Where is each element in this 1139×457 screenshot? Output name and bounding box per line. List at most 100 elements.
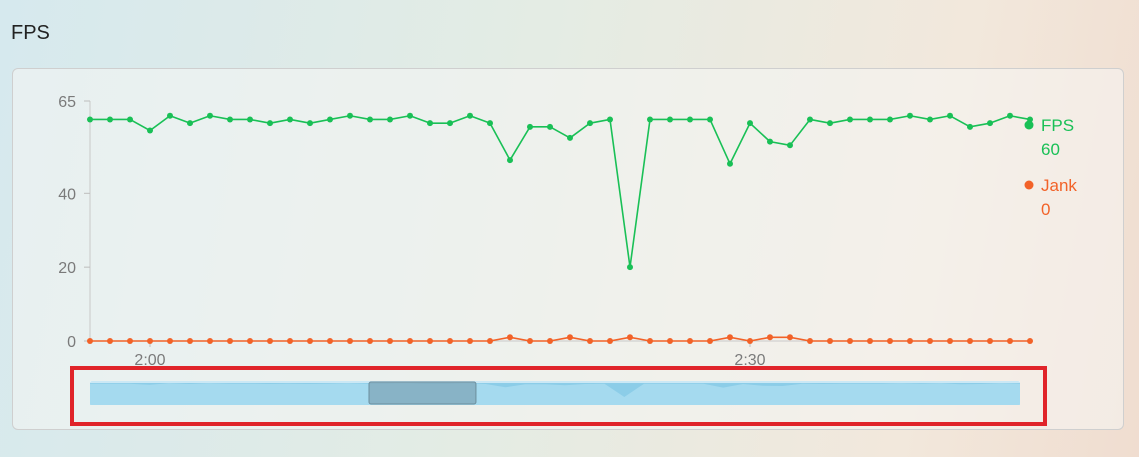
legend-marker-jank [1024, 180, 1034, 190]
fps-data-point [427, 120, 433, 127]
jank-data-point [947, 338, 953, 344]
jank-data-point [467, 338, 473, 344]
fps-data-point [707, 116, 713, 123]
fps-data-point [667, 116, 673, 123]
fps-series-line [90, 114, 1031, 268]
jank-data-point [987, 338, 993, 344]
legend-item-jank[interactable]: Jank 0 [1024, 176, 1078, 219]
chart-axes: 65 40 20 0 2:00 2:30 [58, 94, 1020, 369]
zoom-slider-overview [90, 383, 1020, 405]
jank-data-point [667, 338, 673, 344]
jank-data-point [547, 338, 553, 344]
jank-data-point [627, 334, 633, 341]
page-title: FPS [11, 22, 50, 44]
fps-data-point [267, 120, 273, 127]
jank-data-point [487, 338, 493, 344]
y-tick-label: 40 [58, 186, 76, 203]
jank-data-point [327, 338, 333, 344]
fps-data-point [767, 138, 773, 145]
jank-data-point [307, 338, 313, 344]
fps-data-point [627, 264, 633, 271]
jank-data-point [587, 338, 593, 344]
fps-data-point [447, 120, 453, 127]
fps-data-point [827, 120, 833, 127]
jank-data-point [727, 334, 733, 341]
legend-value-jank: 0 [1041, 200, 1050, 219]
jank-data-point [887, 338, 893, 344]
x-tick-label: 2:00 [134, 352, 165, 369]
fps-data-point [567, 134, 573, 141]
jank-data-point [207, 338, 213, 344]
jank-data-point [607, 338, 613, 344]
chart-series [87, 112, 1033, 344]
fps-data-point [727, 160, 733, 167]
fps-data-point [167, 112, 173, 119]
fps-data-point [127, 116, 133, 123]
legend-label-jank: Jank [1041, 176, 1077, 195]
fps-data-point [1007, 112, 1013, 119]
jank-data-point [87, 338, 93, 344]
jank-data-point [907, 338, 913, 344]
legend-item-fps[interactable]: FPS 60 [1024, 116, 1075, 159]
legend-marker-fps [1024, 120, 1034, 130]
jank-data-point [127, 338, 133, 344]
jank-data-point [187, 338, 193, 344]
jank-data-point [567, 334, 573, 341]
fps-data-point [787, 142, 793, 149]
fps-data-point [967, 123, 973, 130]
y-tick-label: 0 [67, 334, 76, 351]
jank-data-point [847, 338, 853, 344]
x-tick-label: 2:30 [734, 352, 765, 369]
jank-data-point [687, 338, 693, 344]
fps-data-point [927, 116, 933, 123]
fps-data-point [287, 116, 293, 123]
fps-data-point [327, 116, 333, 123]
fps-data-point [687, 116, 693, 123]
fps-data-point [547, 123, 553, 130]
fps-data-point [107, 116, 113, 123]
chart-legend: FPS 60 Jank 0 [1024, 116, 1078, 219]
jank-data-point [267, 338, 273, 344]
zoom-slider-top-edge [90, 381, 1020, 383]
fps-data-point [247, 116, 253, 123]
jank-data-point [507, 334, 513, 341]
fps-data-point [367, 116, 373, 123]
legend-value-fps: 60 [1041, 140, 1060, 159]
jank-data-point [747, 338, 753, 344]
fps-data-point [647, 116, 653, 123]
jank-data-point [167, 338, 173, 344]
fps-data-point [607, 116, 613, 123]
jank-data-point [247, 338, 253, 344]
zoom-slider [70, 366, 1047, 426]
jank-data-point [147, 338, 153, 344]
fps-data-point [807, 116, 813, 123]
jank-data-point [427, 338, 433, 344]
jank-data-point [107, 338, 113, 344]
fps-data-point [507, 157, 513, 164]
jank-data-point [227, 338, 233, 344]
jank-data-point [967, 338, 973, 344]
fps-data-point [307, 120, 313, 127]
fps-data-point [487, 120, 493, 127]
fps-data-point [187, 120, 193, 127]
jank-data-point [1007, 338, 1013, 344]
legend-label-fps: FPS [1041, 116, 1074, 135]
fps-data-point [527, 123, 533, 130]
fps-data-point [987, 120, 993, 127]
fps-data-point [867, 116, 873, 123]
jank-data-point [347, 338, 353, 344]
fps-data-point [147, 127, 153, 134]
jank-data-point [827, 338, 833, 344]
jank-data-point [927, 338, 933, 344]
zoom-window-handle[interactable] [368, 381, 477, 405]
jank-data-point [647, 338, 653, 344]
fps-data-point [347, 112, 353, 119]
fps-data-point [207, 112, 213, 119]
jank-data-point [407, 338, 413, 344]
fps-data-point [847, 116, 853, 123]
jank-data-point [527, 338, 533, 344]
fps-data-point [227, 116, 233, 123]
jank-data-point [387, 338, 393, 344]
fps-data-point [387, 116, 393, 123]
